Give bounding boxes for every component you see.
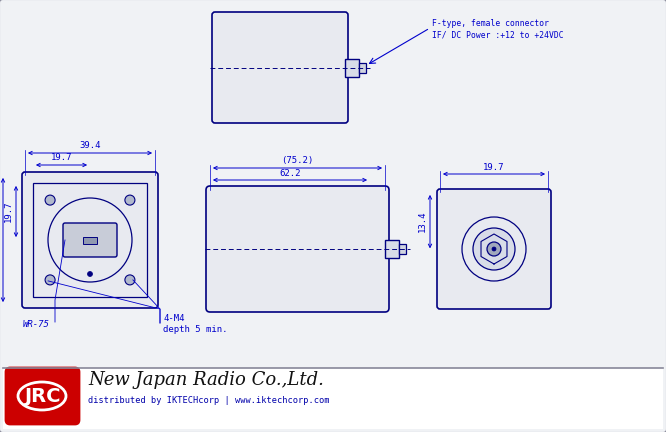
Text: F-type, female connector: F-type, female connector <box>432 19 549 28</box>
FancyBboxPatch shape <box>206 186 389 312</box>
Text: 19.7: 19.7 <box>484 162 505 172</box>
Text: JRC: JRC <box>24 387 60 406</box>
Bar <box>345 58 359 76</box>
Text: New Japan Radio Co.,Ltd.: New Japan Radio Co.,Ltd. <box>88 371 324 389</box>
Bar <box>385 240 399 258</box>
Bar <box>33 183 147 297</box>
Text: 19.7: 19.7 <box>3 201 13 222</box>
Text: 4-M4: 4-M4 <box>163 314 184 323</box>
Text: 62.2: 62.2 <box>279 168 301 178</box>
FancyBboxPatch shape <box>6 368 79 424</box>
Text: (75.2): (75.2) <box>281 156 314 165</box>
Text: IF/ DC Power :+12 to +24VDC: IF/ DC Power :+12 to +24VDC <box>432 30 563 39</box>
Text: 13.4: 13.4 <box>418 211 426 232</box>
Bar <box>359 63 366 73</box>
Circle shape <box>492 247 496 251</box>
Circle shape <box>487 242 501 256</box>
Circle shape <box>87 271 93 276</box>
Text: depth 5 min.: depth 5 min. <box>163 325 228 334</box>
Circle shape <box>125 275 135 285</box>
Bar <box>3 368 663 429</box>
Text: distributed by IKTECHcorp | www.iktechcorp.com: distributed by IKTECHcorp | www.iktechco… <box>88 396 330 405</box>
Text: 39.4: 39.4 <box>79 142 101 150</box>
Text: WR-75: WR-75 <box>23 320 50 329</box>
Ellipse shape <box>18 382 66 410</box>
Circle shape <box>45 195 55 205</box>
Bar <box>399 244 406 254</box>
FancyBboxPatch shape <box>212 12 348 123</box>
FancyBboxPatch shape <box>22 172 158 308</box>
Circle shape <box>473 228 515 270</box>
Text: 19.7: 19.7 <box>51 153 72 162</box>
FancyBboxPatch shape <box>437 189 551 309</box>
Bar <box>83 236 97 244</box>
Circle shape <box>45 275 55 285</box>
Circle shape <box>125 195 135 205</box>
FancyBboxPatch shape <box>63 223 117 257</box>
